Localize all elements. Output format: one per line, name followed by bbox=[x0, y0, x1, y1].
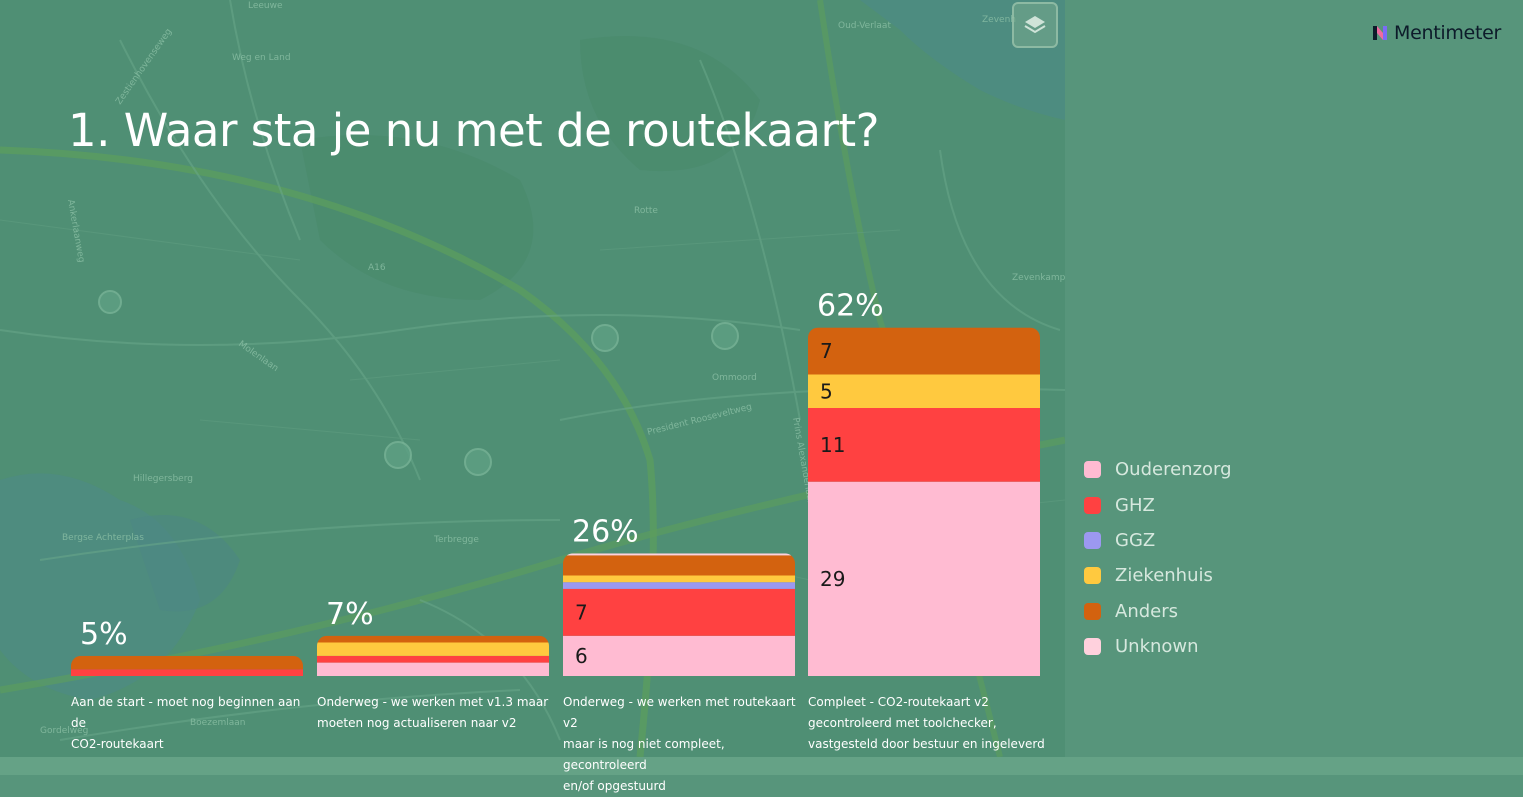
map-label: Hillegersberg bbox=[133, 474, 193, 484]
bar-segment-ziekenhuis bbox=[317, 642, 549, 656]
layers-icon bbox=[1024, 16, 1046, 34]
legend-label: Unknown bbox=[1115, 636, 1199, 658]
bar-stack bbox=[71, 655, 303, 676]
map-label: Bergse Achterplas bbox=[62, 533, 144, 543]
legend-label: Ouderenzorg bbox=[1115, 459, 1232, 481]
bar-segment-ouderenzorg bbox=[563, 635, 795, 676]
bottom-strip bbox=[0, 757, 1523, 775]
legend-label: Ziekenhuis bbox=[1115, 565, 1213, 587]
data-label: 11 bbox=[820, 433, 845, 457]
legend-label: GGZ bbox=[1115, 529, 1156, 551]
stacked-bar-chart: 5% 7% 6 7 26% 29 11 5 7 62% bbox=[71, 289, 1040, 676]
legend-swatch bbox=[1084, 496, 1101, 514]
category-label-line: moeten nog actualiseren naar v2 bbox=[317, 716, 517, 730]
map-layers-button[interactable] bbox=[1012, 2, 1058, 48]
category-label: Compleet - CO2-routekaart v2 gecontroleer… bbox=[808, 692, 1053, 755]
map-label: Terbregge bbox=[433, 535, 479, 545]
legend-item: GGZ bbox=[1084, 523, 1232, 558]
map-label: Weg en Land bbox=[232, 53, 291, 63]
mentimeter-logo: Mentimeter bbox=[1372, 22, 1501, 44]
bar-segment-anders bbox=[71, 655, 303, 670]
legend-label: Anders bbox=[1115, 600, 1178, 622]
bar-segment-ghz bbox=[317, 655, 549, 663]
bar-stack bbox=[808, 327, 1040, 676]
map-label: Rotte bbox=[634, 206, 658, 216]
bar-segment-ouderenzorg bbox=[808, 481, 1040, 676]
category-label-line: CO2-routekaart bbox=[71, 737, 164, 751]
category-label-line: Compleet - CO2-routekaart v2 bbox=[808, 695, 989, 709]
legend-swatch bbox=[1084, 461, 1101, 479]
percentage-label: 5% bbox=[80, 617, 128, 652]
bar-segment-ziekenhuis bbox=[563, 575, 795, 583]
bar-segment-anders bbox=[317, 635, 549, 643]
bar-segment-ghz bbox=[808, 408, 1040, 482]
map-label: Zevenkamp bbox=[1012, 273, 1065, 283]
data-label: 6 bbox=[575, 644, 588, 668]
category-label-line: Onderweg - we werken met v1.3 maar bbox=[317, 695, 549, 709]
bar-segment-ziekenhuis bbox=[808, 374, 1040, 408]
category-label-line: maar is nog niet compleet, gecontroleerd bbox=[563, 737, 725, 772]
bar-segment-ghz bbox=[71, 669, 303, 676]
percentage-label: 7% bbox=[326, 597, 374, 632]
bar-segment-anders bbox=[808, 327, 1040, 375]
data-label: 5 bbox=[820, 379, 833, 403]
bar-stack bbox=[317, 635, 549, 676]
bar-segment-anders bbox=[563, 555, 795, 576]
legend-swatch bbox=[1084, 602, 1101, 620]
question-title: 1. Waar sta je nu met de routekaart? bbox=[68, 104, 879, 157]
map-label: Gordelweg bbox=[40, 726, 88, 736]
bar-stack bbox=[563, 553, 795, 676]
legend-label: GHZ bbox=[1115, 494, 1155, 516]
map-label: Oud-Verlaat bbox=[838, 21, 891, 31]
legend-swatch bbox=[1084, 567, 1101, 585]
map-label: Zevenh bbox=[982, 15, 1016, 25]
category-label-line: gecontroleerd met toolchecker, bbox=[808, 716, 997, 730]
legend-swatch bbox=[1084, 531, 1101, 549]
legend-item: Ouderenzorg bbox=[1084, 452, 1232, 487]
legend-item: Ziekenhuis bbox=[1084, 558, 1232, 593]
category-label: Onderweg - we werken met v1.3 maar moeten… bbox=[317, 692, 562, 734]
map-label: Boezemlaan bbox=[190, 718, 245, 728]
legend-item: GHZ bbox=[1084, 487, 1232, 522]
category-label: Onderweg - we werken met routekaart v2 ma… bbox=[563, 692, 808, 797]
category-label: Aan de start - moet nog beginnen aan de C… bbox=[71, 692, 316, 755]
brand-name: Mentimeter bbox=[1394, 22, 1502, 44]
mentimeter-logo-icon bbox=[1373, 26, 1387, 40]
data-label: 29 bbox=[820, 567, 845, 591]
map-label: A16 bbox=[368, 263, 386, 273]
percentage-label: 62% bbox=[817, 289, 884, 324]
category-label-line: Aan de start - moet nog beginnen aan de bbox=[71, 695, 301, 730]
data-label: 7 bbox=[575, 600, 588, 624]
bar-segment-ggz bbox=[563, 582, 795, 589]
percentage-label: 26% bbox=[572, 514, 639, 549]
data-label: 7 bbox=[820, 339, 833, 363]
bar-segment-ghz bbox=[563, 588, 795, 636]
legend-swatch bbox=[1084, 638, 1101, 656]
bar-segment-unknown bbox=[563, 553, 795, 556]
bar-segment-ouderenzorg bbox=[317, 662, 549, 676]
map-label: Leeuwe bbox=[248, 1, 283, 11]
map-label: Ommoord bbox=[712, 373, 757, 383]
chart-legend: Ouderenzorg GHZ GGZ Ziekenhuis Anders Unknown bbox=[1084, 452, 1232, 664]
legend-item: Anders bbox=[1084, 594, 1232, 629]
legend-item: Unknown bbox=[1084, 629, 1232, 664]
category-label-line: vastgesteld door bestuur en ingeleverd bbox=[808, 737, 1045, 751]
category-label-line: en/of opgestuurd bbox=[563, 779, 666, 793]
category-label-line: Onderweg - we werken met routekaart v2 bbox=[563, 695, 796, 730]
